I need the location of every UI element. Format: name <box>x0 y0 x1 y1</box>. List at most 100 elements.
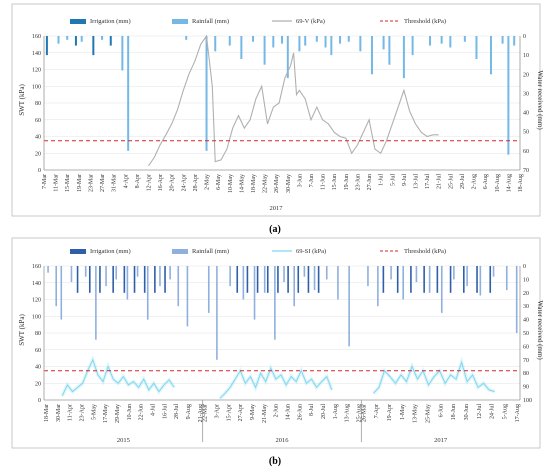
panel-a-rainfall-bar <box>228 36 231 46</box>
panel-b-rainfall-bar <box>313 266 316 291</box>
panel-a-axes: 0 20 40 60 80 100 120 140 160 0 10 20 30 40 50 60 70 7-Ma… <box>32 34 529 193</box>
panel-a-x-tick-label: 19-Jun <box>344 174 350 190</box>
panel-b-irrigation-bar <box>164 266 166 293</box>
panel-b-irrigation-bar <box>99 266 101 293</box>
panel-b-y-tick-label: 100 <box>32 314 41 320</box>
panel-a-rainfall-bar <box>286 36 289 79</box>
panel-b-year-label: 2016 <box>276 437 290 444</box>
panel-b-x-tick-label: 9-May <box>250 404 256 420</box>
panel-a-x-tick-label: 4-Apr <box>123 174 129 188</box>
panel-b-irrigation-bar <box>382 266 385 293</box>
panel-b-rainfall-bar <box>325 266 328 280</box>
panel-b-x-tick-label: 8-Jul <box>309 404 315 416</box>
panel-b-rainfall-bar <box>229 266 231 287</box>
panel-b-rainfall-bar <box>293 266 296 307</box>
panel-b-bars <box>47 266 518 360</box>
panel-a-bars <box>45 36 516 155</box>
panel-b-x-tick-label: 28-Jul <box>174 404 180 419</box>
panel-a-rainfall-bar <box>382 36 385 50</box>
panel-b-y-tick-label: 120 <box>32 298 41 304</box>
panel-b-legend-irrigation-swatch <box>70 249 86 254</box>
panel-a-x-tick-label: 11-Mar <box>54 174 60 192</box>
panel-b-rainfall-bar <box>242 266 245 300</box>
panel-a-x-tick-label: 1-Jul <box>379 174 385 186</box>
panel-b-y-tick-label: 60 <box>35 348 41 354</box>
panel-b-caption: (b) <box>269 456 281 467</box>
panel-a-rainfall-bar <box>101 36 104 40</box>
panel-b-rainfall-bar <box>415 266 418 283</box>
panel-b-y-tick-label: 80 <box>35 331 41 337</box>
panel-a-x-tick-label: 24-Apr <box>181 174 187 191</box>
panel-b-irrigation-bar <box>256 266 259 293</box>
panel-b-irrigation-bar <box>489 266 492 293</box>
panel-b-rainfall-bar <box>186 266 189 327</box>
panel-b-x-tick-label: 4-Jul <box>151 404 157 416</box>
panel-a-y2-tick-label: 60 <box>523 149 529 155</box>
panel-b-rainfall-bar <box>283 266 285 283</box>
panel-b-y2-tick-label: 90 <box>523 385 529 391</box>
panel-b-rainfall-bar <box>126 266 129 300</box>
panel-a-y2-tick-label: 10 <box>523 53 529 59</box>
panel-a-rainfall-bar <box>475 36 478 59</box>
panel-b-x-tick-label: 6-Jun <box>438 404 444 417</box>
panel-b-y2-tick-label: 20 <box>523 291 529 297</box>
panel-b-x-tick-label: 18-Mar <box>44 404 50 422</box>
panel-b-x-tick-label: 2-Jun <box>274 404 280 417</box>
panel-b-rainfall-bar <box>515 266 518 333</box>
panel-b-irrigation-bar <box>133 266 136 293</box>
panel-a-y-tick-label: 120 <box>32 68 41 74</box>
panel-a-y-tick-label: 60 <box>35 118 41 124</box>
panel-b-y-tick-label: 0 <box>38 398 41 404</box>
panel-b-year-label: 2017 <box>434 437 448 444</box>
panel-a-rainfall-bar <box>507 36 510 155</box>
panel-b-x-tick-label: 30-Mar <box>56 404 62 422</box>
panel-b-rainfall-bar <box>274 266 276 340</box>
panel-b-x-tick-label: 22-Mar <box>203 404 209 422</box>
panel-a-rainfall-bar <box>66 36 69 40</box>
panel-b-swt-series-2016 <box>219 366 333 399</box>
panel-a-x-tick-label: 5-Jul <box>390 174 396 186</box>
panel-a-x-tick-label: 15-Mar <box>65 174 71 192</box>
panel-b-x-tick-label: 19-Apr <box>387 404 393 421</box>
panel-b-axes: 0 20 40 60 80 100 120 140 160 0 10 20 30 40 50 60 70 80 90… <box>32 264 532 444</box>
panel-b-irrigation-bar <box>123 266 126 293</box>
panel-a-rainfall-bar <box>339 36 342 44</box>
panel-b-y-tick-label: 20 <box>35 381 41 387</box>
panel-a-x-tick-label: 7-Jun <box>309 174 315 187</box>
panel-a-frame <box>11 3 541 217</box>
panel-b-irrigation-bar <box>287 266 289 293</box>
panel-a-x-tick-label: 25-Jul <box>448 174 454 189</box>
panel-a-y2-tick-label: 70 <box>523 168 529 174</box>
panel-a-rainfall-bar <box>370 36 373 75</box>
panel-a-rainfall-bar <box>281 36 283 44</box>
panel-b-rainfall-bar <box>216 266 218 360</box>
panel-a-x-tick-label: 23-Mar <box>88 174 94 192</box>
panel-a-legend-rainfall-swatch <box>172 19 188 24</box>
panel-b-x-tick-label: 25-May <box>425 404 431 423</box>
panel-b-x-tick-label: 5-May <box>91 404 97 420</box>
panel-a-y2-tick-label: 20 <box>523 72 529 78</box>
panel-a-x-tick-label: 28-Apr <box>193 174 199 191</box>
panel-b-rainfall-bar <box>115 266 118 280</box>
panel-a-rainfall-bar <box>411 36 414 56</box>
panel-b-irrigation-bar <box>423 266 425 293</box>
panel-a-x-tick-label: 12-Apr <box>146 174 152 191</box>
panel-a-x-tick-label: 27-Jun <box>367 174 373 190</box>
panel-b-rainfall-bar <box>60 266 63 320</box>
panel-a-x-tick-label: 27-Mar <box>100 174 106 192</box>
panel-a-rainfall-bar <box>347 36 350 42</box>
panel-b-rainfall-bar <box>253 266 256 320</box>
panel-a-year-label: 2017 <box>270 205 284 212</box>
panel-b-irrigation-bar <box>396 266 399 293</box>
panel-a-rainfall-bar <box>251 36 254 42</box>
panel-a-x-tick-label: 10-May <box>228 174 234 193</box>
panel-a-x-tick-label: 6-May <box>216 174 222 190</box>
panel-b-swt-line <box>60 355 496 400</box>
panel-a-rainfall-bar <box>240 36 243 59</box>
panel-b-rainfall-bar <box>466 266 468 287</box>
panel-b-swt-series-2017 <box>373 360 495 394</box>
panel-a-rainfall-bar <box>214 36 217 52</box>
panel-a-x-tick-label: 30-May <box>286 174 292 193</box>
panel-b-y2-tick-label: 40 <box>523 318 529 324</box>
panel-a-x-tick-label: 2-May <box>205 174 211 190</box>
